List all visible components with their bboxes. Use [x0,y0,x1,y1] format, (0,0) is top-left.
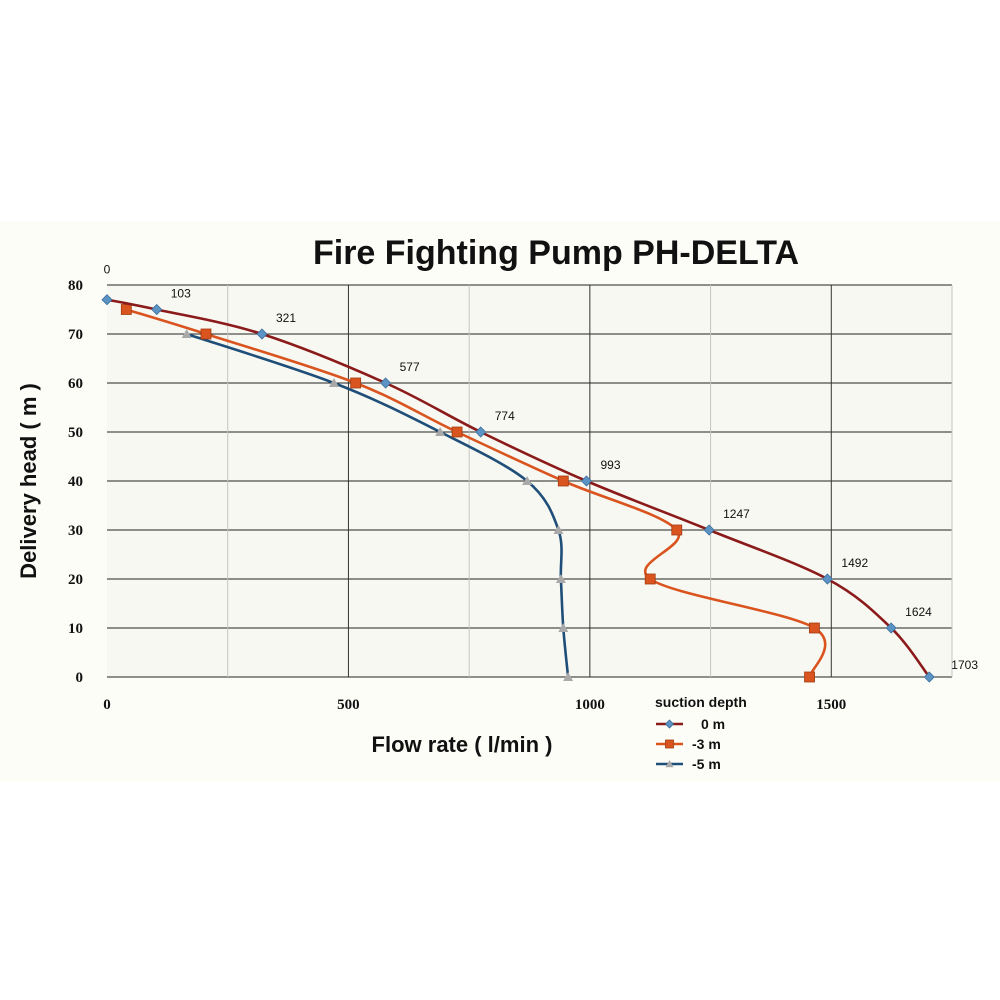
data-label: 1247 [723,507,750,521]
data-point [181,329,192,338]
series-layer: 0 103 321 577 774 993 1247 1492 1624 1703 [101,263,978,683]
x-tick-label: 0 [103,697,111,713]
data-point [200,328,212,340]
data-point [563,672,574,681]
data-label: 0 [104,263,111,277]
y-tick-label: 0 [76,670,84,686]
chart-title: Fire Fighting Pump PH-DELTA [313,234,799,272]
y-tick-label: 60 [68,376,83,392]
data-point [555,574,566,583]
y-tick-label: 40 [68,474,83,490]
series-0 [101,294,935,683]
legend-marker [664,719,675,729]
legend-title: suction depth [655,694,747,710]
data-point [522,476,533,485]
y-tick-label: 50 [68,425,83,441]
data-point [350,377,362,389]
data-point [475,426,487,438]
y-tick-label: 80 [68,278,83,294]
data-point [558,623,569,632]
data-label: 993 [600,458,620,472]
data-point [120,304,132,315]
data-label: 321 [276,311,296,325]
data-point [703,524,715,536]
series-line [106,298,931,678]
x-axis-title: Flow rate ( l/min ) [372,732,553,757]
y-tick-label: 10 [68,621,83,637]
data-point [328,378,339,387]
data-label: 1703 [951,658,978,672]
data-point [671,524,683,536]
series-2 [181,329,574,681]
x-tick-label: 1000 [575,697,605,713]
data-point [380,377,392,389]
data-point [451,426,463,438]
data-label: 1624 [905,605,932,619]
data-label: 103 [171,287,191,301]
x-axis-ticks: 0 500 1000 1500 [103,697,846,713]
data-point [885,622,897,634]
data-point [808,622,820,634]
data-label: 1492 [841,556,868,570]
data-label: 577 [400,360,420,374]
legend-label: -3 m [692,736,721,752]
data-point [804,671,815,683]
data-point [101,294,113,306]
y-tick-label: 20 [68,572,83,588]
x-tick-label: 1500 [816,697,846,713]
grid [107,284,953,678]
data-point [435,427,446,436]
series-1 [120,304,827,683]
y-tick-label: 30 [68,523,83,539]
data-point [151,303,163,316]
y-axis-title: Delivery head ( m ) [16,383,41,579]
data-point [644,573,656,585]
y-axis-ticks: 0 10 20 30 40 50 60 70 80 [68,278,83,686]
legend: suction depth 0 m -3 m -5 m [655,694,747,772]
data-point [923,671,935,683]
legend-marker [665,739,674,749]
data-point [256,328,268,340]
data-point [557,475,569,487]
data-point [553,525,564,534]
legend-label: -5 m [692,756,721,772]
data-point [821,573,833,585]
legend-marker [665,760,674,768]
y-tick-label: 70 [68,327,83,343]
legend-label: 0 m [701,716,725,732]
x-tick-label: 500 [337,697,360,713]
data-point [580,475,593,487]
data-label: 774 [495,409,515,423]
